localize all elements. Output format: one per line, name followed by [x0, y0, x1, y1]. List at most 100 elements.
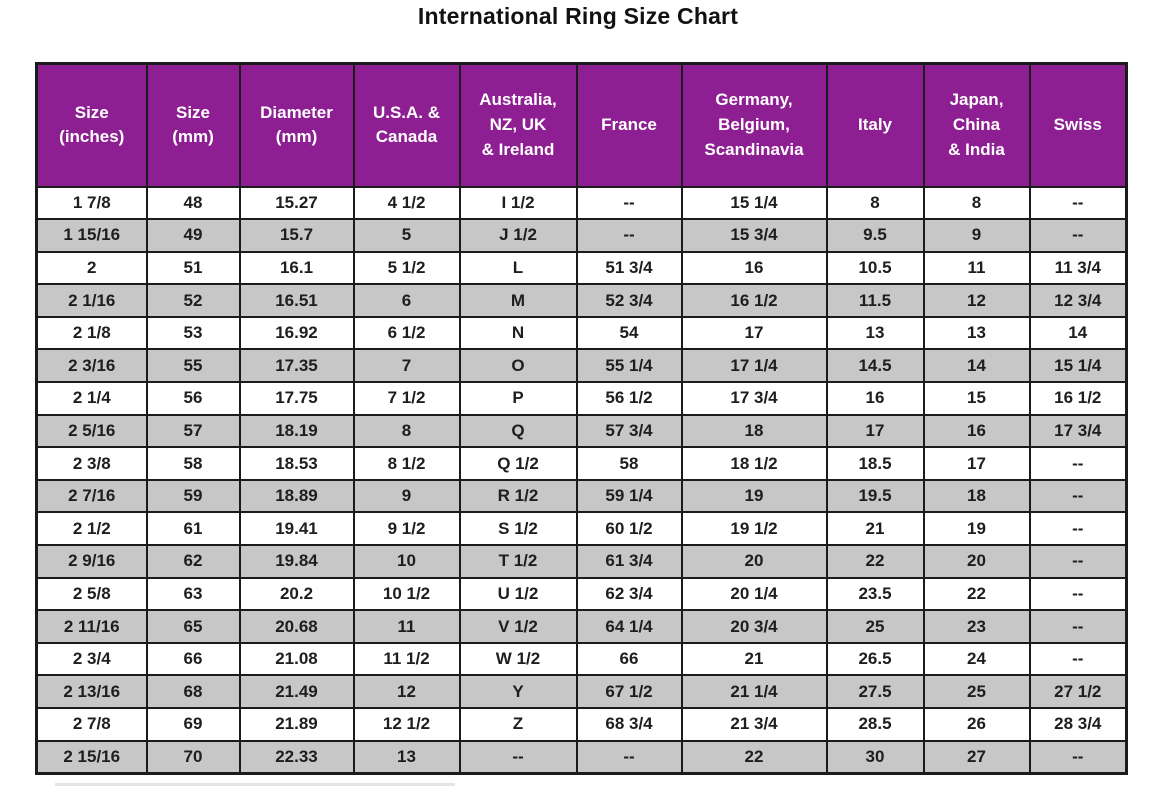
table-cell: R 1/2 — [458, 478, 578, 514]
table-cell: 19 — [922, 511, 1031, 547]
table-cell: 61 — [145, 511, 241, 547]
table-header: Size (inches) Size (mm) Diameter (mm) U.S.A… — [35, 62, 1128, 188]
table-cell: 15.7 — [238, 218, 355, 253]
table-cell: -- — [1028, 511, 1128, 547]
table-cell: -- — [1028, 478, 1128, 514]
header-row: Size (inches) Size (mm) Diameter (mm) U.S.A… — [35, 62, 1128, 188]
table-cell: 20 1/4 — [680, 576, 828, 612]
table-row: 2 5/8 63 20.2 10 1/2 U 1/2 62 3/4 20 1/4 23.5 22… — [35, 576, 1128, 612]
table-row: 1 15/16 49 15.7 5 J 1/2 -- 15 3/4 9.5 9 -- — [35, 218, 1128, 253]
table-cell: 17 — [680, 315, 828, 351]
table-cell: 17 1/4 — [680, 348, 828, 384]
table-cell: S 1/2 — [458, 511, 578, 547]
table-cell: 52 3/4 — [575, 283, 683, 318]
table-cell: -- — [1028, 609, 1128, 644]
table-cell: 12 3/4 — [1028, 283, 1128, 318]
table-cell: 68 3/4 — [575, 707, 683, 742]
table-cell: M — [458, 283, 578, 318]
table-cell: 66 — [145, 641, 241, 677]
table-cell: N — [458, 315, 578, 351]
table-cell: W 1/2 — [458, 641, 578, 677]
table-cell: Q 1/2 — [458, 446, 578, 481]
table-cell: 22 — [825, 544, 925, 579]
table-cell: 13 — [922, 315, 1031, 351]
table-cell: 10 1/2 — [352, 576, 461, 612]
table-cell: 8 1/2 — [352, 446, 461, 481]
table-row: 2 1/16 52 16.51 6 M 52 3/4 16 1/2 11.5 12 12 3/4 — [35, 283, 1128, 318]
cropped-row-artifact — [55, 783, 455, 786]
table-cell: -- — [1028, 446, 1128, 481]
table-cell: 2 7/16 — [35, 478, 148, 514]
column-header: France — [575, 62, 683, 188]
table-cell: 59 — [145, 478, 241, 514]
table-cell: 30 — [825, 739, 925, 775]
table-cell: 28.5 — [825, 707, 925, 742]
table-cell: 22 — [680, 739, 828, 775]
table-cell: 20.2 — [238, 576, 355, 612]
table-cell: J 1/2 — [458, 218, 578, 253]
table-cell: 61 3/4 — [575, 544, 683, 579]
table-cell: 68 — [145, 674, 241, 709]
column-header: Swiss — [1028, 62, 1128, 188]
table-cell: 11 — [352, 609, 461, 644]
table-cell: 16 1/2 — [1028, 381, 1128, 416]
table-cell: 11 — [922, 250, 1031, 286]
table-cell: 49 — [145, 218, 241, 253]
table-cell: 22.33 — [238, 739, 355, 775]
table-cell: 25 — [825, 609, 925, 644]
table-row: 2 5/16 57 18.19 8 Q 57 3/4 18 17 16 17 3/4 — [35, 413, 1128, 449]
table-cell: 13 — [825, 315, 925, 351]
table-row: 2 9/16 62 19.84 10 T 1/2 61 3/4 20 22 20 -- — [35, 544, 1128, 579]
table-cell: -- — [1028, 641, 1128, 677]
table-row: 2 3/16 55 17.35 7 O 55 1/4 17 1/4 14.5 14 15 1/4 — [35, 348, 1128, 384]
table-cell: 10.5 — [825, 250, 925, 286]
table-row: 2 7/16 59 18.89 9 R 1/2 59 1/4 19 19.5 18 -- — [35, 478, 1128, 514]
table-cell: 2 1/8 — [35, 315, 148, 351]
table-cell: 2 3/8 — [35, 446, 148, 481]
table-cell: 11 1/2 — [352, 641, 461, 677]
table-cell: 18.19 — [238, 413, 355, 449]
table-cell: 2 — [35, 250, 148, 286]
column-header: U.S.A. & Canada — [352, 62, 461, 188]
table-cell: 26 — [922, 707, 1031, 742]
table-cell: 16 — [680, 250, 828, 286]
table-cell: 21.49 — [238, 674, 355, 709]
table-cell: 2 5/8 — [35, 576, 148, 612]
table-cell: 28 3/4 — [1028, 707, 1128, 742]
table-cell: 17 3/4 — [680, 381, 828, 416]
table-cell: -- — [1028, 739, 1128, 775]
table-cell: 17 — [922, 446, 1031, 481]
table-cell: -- — [1028, 544, 1128, 579]
table-cell: 18.53 — [238, 446, 355, 481]
table-cell: 15 1/4 — [680, 185, 828, 221]
table-cell: 2 11/16 — [35, 609, 148, 644]
table-row: 2 51 16.1 5 1/2 L 51 3/4 16 10.5 11 11 3/4 — [35, 250, 1128, 286]
table-cell: 69 — [145, 707, 241, 742]
table-cell: I 1/2 — [458, 185, 578, 221]
table-cell: 2 13/16 — [35, 674, 148, 709]
table-cell: 1 7/8 — [35, 185, 148, 221]
table-cell: 52 — [145, 283, 241, 318]
table-cell: 8 — [352, 413, 461, 449]
table-cell: 18.89 — [238, 478, 355, 514]
table-cell: 17 3/4 — [1028, 413, 1128, 449]
table-cell: -- — [1028, 185, 1128, 221]
table-cell: 14.5 — [825, 348, 925, 384]
table-cell: 21.08 — [238, 641, 355, 677]
table-cell: 8 — [922, 185, 1031, 221]
table-cell: 62 — [145, 544, 241, 579]
column-header: Japan, China & India — [922, 62, 1031, 188]
table-cell: 20 3/4 — [680, 609, 828, 644]
table-cell: 2 1/16 — [35, 283, 148, 318]
table-cell: 12 — [352, 674, 461, 709]
column-header: Diameter (mm) — [238, 62, 355, 188]
table-cell: 26.5 — [825, 641, 925, 677]
ring-size-table-container: Size (inches) Size (mm) Diameter (mm) U.S.A… — [35, 62, 1128, 775]
table-cell: 16 1/2 — [680, 283, 828, 318]
table-cell: 63 — [145, 576, 241, 612]
column-header: Size (inches) — [35, 62, 148, 188]
table-row: 2 3/8 58 18.53 8 1/2 Q 1/2 58 18 1/2 18.5 17 -- — [35, 446, 1128, 481]
table-cell: -- — [575, 185, 683, 221]
table-body: 1 7/8 48 15.27 4 1/2 I 1/2 -- 15 1/4 8 8 -- 1 15/1… — [35, 185, 1128, 775]
table-cell: 11 3/4 — [1028, 250, 1128, 286]
